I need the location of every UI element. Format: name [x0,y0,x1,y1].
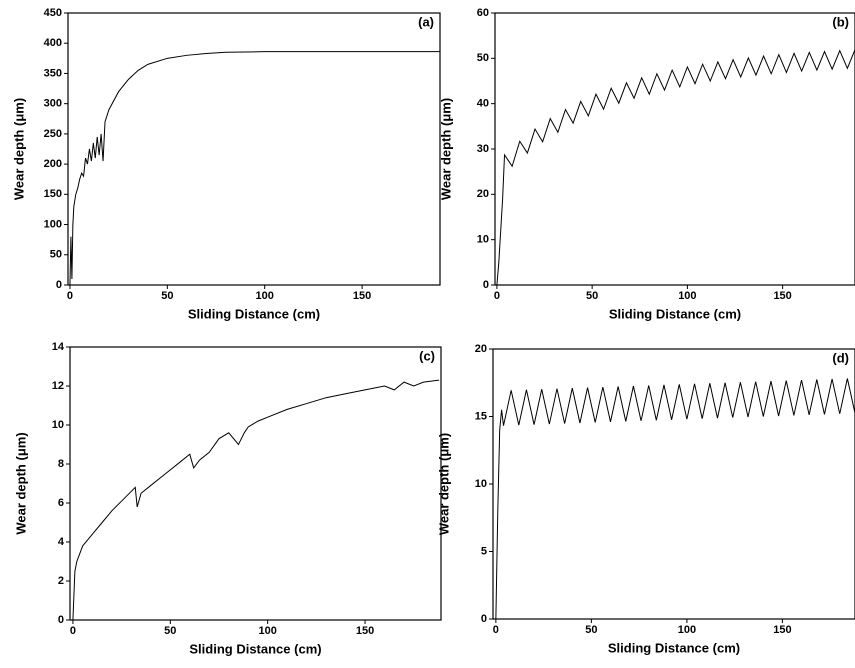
y-tick-label: 10 [475,478,487,490]
y-tick-label: 20 [475,343,487,355]
y-tick-label: 5 [481,545,487,557]
plot-frame [67,12,441,286]
y-tick-label: 400 [44,37,62,49]
y-tick-label: 0 [56,279,62,291]
panel-label: (a) [418,14,434,29]
y-tick-label: 50 [50,249,62,261]
y-tick-label: 15 [475,410,487,422]
panel-label: (b) [832,14,849,29]
y-tick-label: 8 [58,458,64,470]
y-tick-label: 250 [44,128,62,140]
x-tick-label: 150 [353,290,371,302]
y-tick-label: 450 [44,7,62,19]
y-tick-label: 20 [477,188,489,200]
x-tick-label: 0 [67,290,73,302]
x-tick-label: 0 [70,625,76,637]
x-tick-label: 100 [678,624,696,636]
panel-label: (c) [419,348,435,363]
x-tick-label: 0 [494,290,500,302]
panel-label: (d) [832,350,849,365]
data-line [495,378,855,619]
y-tick-label: 40 [477,98,489,110]
y-tick-label: 200 [44,158,62,170]
y-tick-label: 12 [52,380,64,392]
y-tick-label: 150 [44,188,62,200]
y-tick-label: 0 [481,613,487,625]
x-axis-label: Sliding Distance (cm) [189,641,321,656]
y-tick-label: 2 [58,575,64,587]
x-tick-label: 150 [773,290,791,302]
x-tick-label: 150 [773,624,791,636]
y-tick-label: 14 [52,341,65,353]
x-tick-label: 50 [585,624,597,636]
y-axis-label: Wear depth (μm) [436,433,451,535]
x-tick-label: 50 [586,290,598,302]
y-tick-label: 100 [44,218,62,230]
x-tick-label: 50 [161,290,173,302]
y-tick-label: 300 [44,98,62,110]
y-tick-label: 0 [58,614,64,626]
y-tick-label: 50 [477,52,489,64]
plot-frame [69,346,442,621]
x-tick-label: 100 [256,290,274,302]
y-axis-label: Wear depth (μm) [13,432,28,534]
x-tick-label: 100 [678,290,696,302]
y-tick-label: 6 [58,497,64,509]
plot-frame [492,348,855,620]
data-line [72,379,440,620]
y-tick-label: 60 [477,7,489,19]
x-axis-label: Sliding Distance (cm) [608,640,740,655]
x-axis-label: Sliding Distance (cm) [609,306,741,321]
x-tick-label: 0 [493,624,499,636]
y-tick-label: 10 [477,234,489,246]
x-tick-label: 100 [258,625,276,637]
y-axis-label: Wear depth (μm) [11,98,26,200]
y-tick-label: 30 [477,143,489,155]
data-line [496,49,855,285]
y-tick-label: 350 [44,67,62,79]
y-tick-label: 0 [483,279,489,291]
data-line [69,51,440,285]
y-tick-label: 10 [52,419,64,431]
x-tick-label: 50 [164,625,176,637]
x-tick-label: 150 [356,625,374,637]
y-axis-label: Wear depth (μm) [438,98,453,200]
plot-frame [494,12,855,286]
y-tick-label: 4 [58,536,65,548]
x-axis-label: Sliding Distance (cm) [188,306,320,321]
